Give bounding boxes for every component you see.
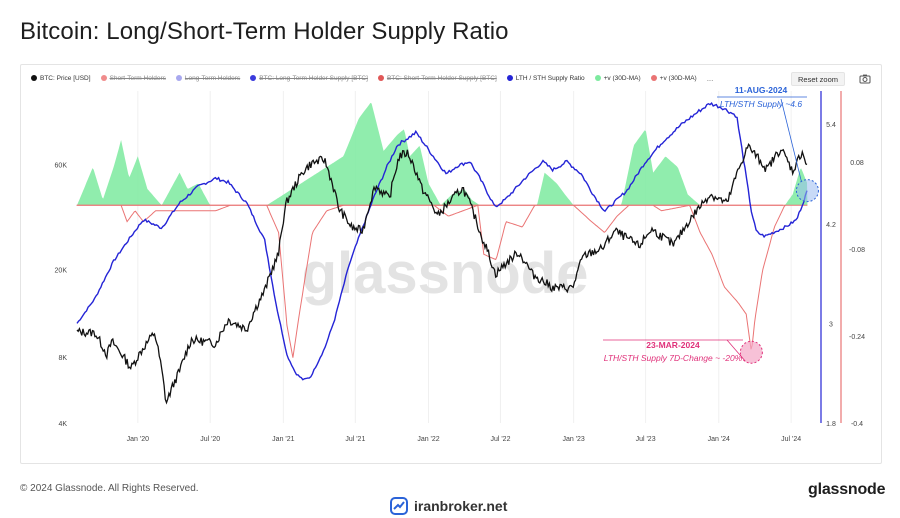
x-tick-label: Jan '24 [708,436,730,443]
x-tick-label: Jul '21 [345,436,365,443]
legend-swatch-short-term-holders [100,75,107,81]
legend-swatch-ratio [506,75,513,81]
site-watermark: iranbroker.net [390,497,507,515]
y-tick-label-change: -0.08 [849,247,865,254]
negative-change-line [76,204,808,358]
legend-swatch-sth-supply [377,75,384,81]
y-tick-label-ratio: 1.8 [826,421,836,428]
x-tick-label: Jul '20 [200,436,220,443]
chart-watermark: glassnode [302,241,589,306]
legend-label: +v (30D-MA) [603,74,641,82]
x-tick-label: Jul '22 [490,436,510,443]
brand-logo: glassnode [808,481,886,498]
y-tick-label-ratio: 5.4 [826,122,836,129]
y-tick-label-change: 0.08 [850,160,864,167]
legend-item-price[interactable]: BTC: Price [USD] [31,75,91,82]
site-logo-icon [390,497,408,515]
legend-label: Long-Term Holders [184,74,241,82]
annotation-text-change: LTH/STH Supply 7D-Change ~ -20% [604,353,743,363]
y-tick-label-price: 4K [58,421,67,428]
x-tick-label: Jan '22 [417,436,439,443]
y-tick-label-price: 8K [58,355,67,362]
positive-change-area [77,102,808,206]
x-tick-label: Jan '23 [562,436,584,443]
legend-label: BTC: Short-Term Holder Supply [BTC] [386,74,497,82]
annotation-date-ratio: 11-AUG-2024 [735,85,788,95]
y-tick-label-change: -0.24 [849,334,865,341]
legend-item-positive-change[interactable]: +v (30D-MA) [594,74,641,82]
annotation-circle-change [739,340,763,364]
legend-item-sth-supply[interactable]: BTC: Short-Term Holder Supply [BTC] [377,74,497,82]
legend-swatch-price [31,75,37,81]
copyright-text: © 2024 Glassnode. All Rights Reserved. [20,483,199,494]
legend-label: BTC: Price [USD] [40,74,91,82]
x-tick-label: Jan '20 [127,436,149,443]
annotation-leader-change [726,339,746,362]
legend-item-ratio[interactable]: LTH / STH Supply Ratio [506,74,585,82]
ratio-series-line [76,101,808,381]
legend-item-lth-supply[interactable]: BTC: Long-Term Holder Supply [BTC] [250,75,368,82]
chart-panel: glassnode 4K 8K 20K 60K 1.8 3 4.2 5.4 -0.4 -0.24 -0… [20,64,882,464]
chart-legend: BTC: Price [USD] Short-Term Holders Long… [31,71,713,85]
page-title: Bitcoin: Long/Short-Term Holder Supply R… [20,18,509,45]
annotation-text-ratio: LTH/STH Supply ~4.6 [720,99,803,109]
y-tick-label-price: 60K [55,163,68,170]
y-tick-label-ratio: 4.2 [826,222,836,229]
x-tick-label: Jan '21 [272,436,294,443]
x-tick-label: Jul '23 [636,436,656,443]
y-tick-label-price: 20K [55,268,68,275]
camera-icon[interactable] [859,73,871,85]
legend-swatch-negative-change [650,75,657,81]
legend-label: +v (30D-MA) [659,74,697,82]
annotation-date-change: 23-MAR-2024 [646,340,700,350]
price-series-line [76,142,808,405]
legend-item-short-term-holders[interactable]: Short-Term Holders [100,74,166,82]
x-tick-label: Jul '24 [781,436,801,443]
legend-swatch-positive-change [594,75,601,81]
chart-canvas[interactable]: glassnode 4K 8K 20K 60K 1.8 3 4.2 5.4 -0.4 -0.24 -0… [21,65,881,463]
reset-zoom-button[interactable]: Reset zoom [791,72,846,86]
annotation-circle-ratio [795,179,819,203]
legend-label: BTC: Long-Term Holder Supply [BTC] [259,74,368,82]
legend-label: Short-Term Holders [109,74,166,82]
legend-item-long-term-holders[interactable]: Long-Term Holders [175,74,241,82]
legend-swatch-lth-supply [250,75,257,81]
annotation-leader-ratio [780,98,802,182]
site-watermark-text: iranbroker.net [414,498,508,514]
legend-label: LTH / STH Supply Ratio [515,74,585,82]
legend-swatch-long-term-holders [175,75,182,81]
legend-item-negative-change[interactable]: +v (30D-MA) [650,74,697,82]
y-tick-label-change: -0.4 [851,421,863,428]
y-tick-label-ratio: 3 [829,321,833,328]
legend-more-button[interactable]: ... [706,73,714,83]
